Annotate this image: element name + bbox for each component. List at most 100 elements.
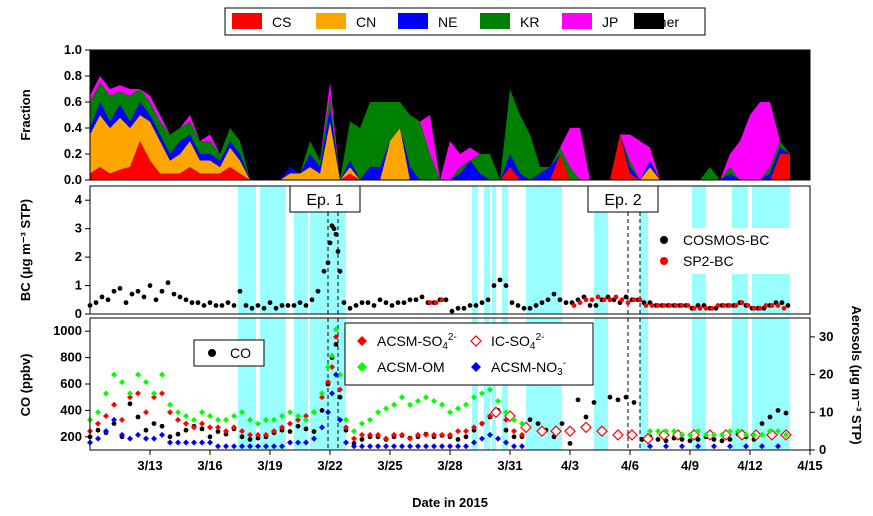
aerosol-legend-no3-sub: 3 <box>557 367 563 378</box>
point-acsm-so- <box>351 435 357 442</box>
point-sp2-bc <box>775 303 781 308</box>
point-co <box>167 434 173 440</box>
point-cosmos-bc <box>237 288 243 294</box>
aerosol-legend-label-no3-text: ACSM-NO <box>491 359 557 375</box>
point-cosmos-bc <box>325 260 331 266</box>
point-acsm-om <box>333 326 339 333</box>
legend-swatch-ne <box>398 13 428 29</box>
point-cosmos-bc <box>533 303 539 308</box>
point-co <box>607 394 613 400</box>
episode-2-label: Ep. 2 <box>604 192 641 209</box>
point-acsm-no- <box>343 439 349 446</box>
point-ic-so- <box>490 406 502 419</box>
point-acsm-no- <box>103 428 109 435</box>
point-cosmos-bc <box>509 300 515 306</box>
point-acsm-no- <box>503 439 509 446</box>
point-acsm-om <box>655 428 661 435</box>
source-legend-frame <box>224 7 706 36</box>
shaded-period <box>492 186 496 314</box>
bc-legend-label-cosmos: COSMOS-BC <box>683 232 769 248</box>
point-cosmos-bc <box>383 300 389 306</box>
point-ic-so- <box>642 432 654 445</box>
point-cosmos-bc <box>213 303 219 308</box>
x-tick-label: 3/19 <box>257 458 282 473</box>
x-tick-label: 3/16 <box>197 458 222 473</box>
point-acsm-no- <box>287 439 293 446</box>
legend-label-jp: JP <box>602 14 618 30</box>
point-cosmos-bc <box>395 300 401 306</box>
point-cosmos-bc <box>389 303 395 308</box>
aerosol-legend-marker-ic <box>470 335 482 347</box>
legend-swatch-jp <box>562 13 592 29</box>
point-acsm-so- <box>111 401 117 408</box>
point-ic-so- <box>658 429 670 441</box>
y-right-tick-label: 10 <box>819 404 833 419</box>
point-cosmos-bc <box>337 268 343 274</box>
point-co <box>337 394 343 400</box>
point-acsm-no- <box>423 443 429 450</box>
point-cosmos-bc <box>159 288 165 294</box>
point-acsm-no- <box>329 390 335 397</box>
point-acsm-om <box>303 416 309 423</box>
point-acsm-no- <box>159 431 165 438</box>
y-tick-label: 200 <box>60 429 82 444</box>
point-acsm-so- <box>447 431 453 438</box>
point-acsm-om <box>367 416 373 423</box>
point-sp2-bc <box>571 303 577 308</box>
point-acsm-om <box>319 390 325 397</box>
y-tick-label: 800 <box>60 350 82 365</box>
point-acsm-no- <box>111 416 117 423</box>
point-acsm-so- <box>431 431 437 438</box>
aerosol-legend-so4-sup: 2- <box>448 332 457 343</box>
co-aerosol-points <box>87 326 792 450</box>
legend-label-cs: CS <box>272 14 291 30</box>
point-cosmos-bc <box>171 291 177 297</box>
point-cosmos-bc <box>183 297 189 303</box>
point-acsm-om <box>423 394 429 401</box>
point-co <box>303 426 309 432</box>
point-acsm-no- <box>439 443 445 450</box>
point-co <box>567 441 573 446</box>
point-acsm-no- <box>143 435 149 442</box>
point-cosmos-bc <box>545 297 551 303</box>
point-cosmos-bc <box>105 297 111 303</box>
y-tick-label: 3 <box>75 221 82 236</box>
point-acsm-om <box>399 394 405 401</box>
point-acsm-no- <box>479 435 485 442</box>
point-sp2-bc <box>727 303 733 308</box>
point-acsm-so- <box>263 431 269 438</box>
point-co <box>631 400 637 405</box>
point-ic-so- <box>626 429 638 441</box>
point-acsm-om <box>775 428 781 435</box>
co-y-label: CO (ppbv) <box>18 354 33 417</box>
point-acsm-om <box>711 431 717 438</box>
point-cosmos-bc <box>309 297 315 303</box>
y-tick-label: 0 <box>75 306 82 321</box>
point-acsm-so- <box>207 424 213 431</box>
point-cosmos-bc <box>527 305 533 311</box>
bc-y-label: BC (μg m⁻³ STP) <box>18 199 33 301</box>
point-cosmos-bc <box>315 288 321 294</box>
point-sp2-bc <box>745 303 751 308</box>
point-acsm-so- <box>279 424 285 431</box>
point-acsm-so- <box>199 420 205 427</box>
point-cosmos-bc <box>303 303 309 308</box>
point-cosmos-bc <box>467 303 473 308</box>
legend-swatch-kr <box>480 13 510 29</box>
point-acsm-no- <box>359 443 365 450</box>
shaded-period <box>732 318 748 450</box>
point-acsm-so- <box>383 435 389 442</box>
point-acsm-so- <box>151 394 157 401</box>
point-sp2-bc <box>631 297 637 303</box>
point-cosmos-bc <box>195 300 201 306</box>
point-acsm-om <box>271 416 277 423</box>
point-ic-so- <box>596 425 608 437</box>
point-acsm-om <box>511 416 517 423</box>
aerosol-legend-so4-sub: 4 <box>442 341 448 352</box>
point-cosmos-bc <box>129 291 135 297</box>
legend-swatch-cs <box>232 13 262 29</box>
point-acsm-no- <box>319 424 325 431</box>
point-sp2-bc <box>685 303 691 308</box>
point-sp2-bc <box>673 303 679 308</box>
